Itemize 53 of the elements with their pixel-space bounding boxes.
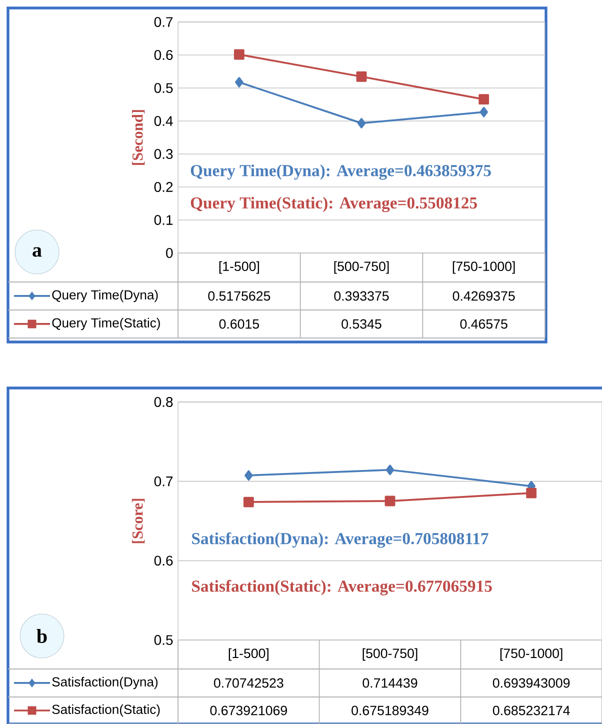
y-tick-label: 0.4	[154, 116, 173, 126]
x-tick-label: [500-750]	[362, 648, 418, 661]
y-tick-label: 0.7	[154, 17, 173, 27]
annotation: Query Time(Static): Average=0.5508125	[190, 196, 477, 212]
point	[243, 496, 254, 508]
data-label: 0.70742523	[214, 678, 284, 688]
data-label: 0.393375	[334, 291, 389, 301]
annotation: Satisfaction(Static): Average=0.677065915	[192, 580, 492, 596]
x-tick-label: [1-500]	[228, 648, 268, 661]
point	[356, 71, 367, 82]
data-label: 0.5175625	[208, 291, 270, 301]
data-label: 0.5345	[342, 319, 382, 329]
point	[386, 464, 394, 476]
point	[235, 77, 244, 88]
data-label: 0.6015	[219, 319, 259, 329]
x-tick-label: [1-500]	[219, 261, 259, 274]
data-label: 0.693943009	[492, 678, 570, 688]
data-label: 0.4269375	[452, 291, 515, 301]
y-tick-label: 0.5	[154, 83, 173, 93]
data-label: 0.714439	[362, 678, 418, 688]
y-axis-title: [Second]	[132, 110, 145, 165]
point	[526, 488, 537, 498]
y-tick-label: 0.5	[154, 635, 173, 645]
y-tick-label: 0.8	[154, 397, 173, 407]
x-tick-label: [750-1000]	[452, 261, 515, 274]
y-tick-label: 0	[166, 248, 173, 258]
legend-label: Query Time(Dyna)	[52, 290, 158, 302]
point	[244, 470, 253, 481]
legend-label: Satisfaction(Dyna)	[52, 676, 158, 690]
point	[480, 106, 488, 118]
y-axis-title: [Score]	[132, 498, 145, 544]
text: a	[32, 247, 42, 257]
x-tick-label: [500-750]	[334, 261, 389, 274]
y-tick-label: 0.3	[154, 149, 173, 159]
annotation: Satisfaction(Dyna): Average=0.705808117	[192, 532, 488, 548]
point	[234, 49, 244, 60]
text: b	[36, 628, 47, 644]
point	[384, 496, 396, 506]
data-label: 0.685232174	[492, 706, 570, 716]
data-label: 0.675189349	[352, 706, 428, 716]
legend-label: Satisfaction(Static)	[52, 704, 160, 717]
y-tick-label: 0.6	[154, 556, 173, 566]
y-tick-label: 0.2	[154, 182, 173, 192]
point	[478, 94, 490, 105]
y-tick-label: 0.1	[154, 215, 173, 225]
y-tick-label: 0.7	[154, 476, 173, 486]
data-label: 0.673921069	[210, 706, 287, 716]
x-tick-label: [750-1000]	[500, 648, 562, 661]
point	[357, 118, 366, 128]
legend-label: Query Time(Static)	[52, 318, 160, 330]
data-label: 0.46575	[460, 319, 508, 329]
y-tick-label: 0.6	[154, 50, 173, 60]
annotation: Query Time(Dyna): Average=0.463859375	[190, 164, 491, 180]
